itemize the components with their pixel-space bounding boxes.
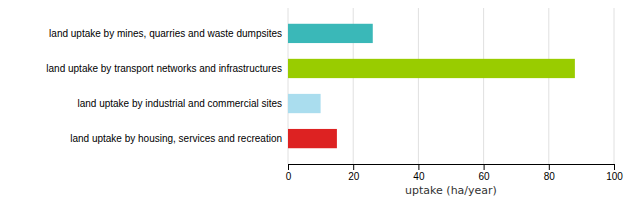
x-tick-label: 80 bbox=[544, 171, 556, 182]
y-tick: land uptake by housing, services and rec… bbox=[70, 133, 288, 144]
grid-line bbox=[418, 8, 419, 164]
y-tick: land uptake by transport networks and in… bbox=[46, 63, 288, 74]
x-tick: 60 bbox=[479, 164, 491, 182]
plot: 0 20 40 60 80 100 land uptake by mines, quarri… bbox=[46, 8, 623, 182]
bar bbox=[288, 24, 373, 43]
x-tick-mark bbox=[484, 164, 485, 170]
y-tick: land uptake by mines, quarries and waste… bbox=[49, 28, 288, 39]
x-tick-mark bbox=[549, 164, 550, 170]
x-tick-label: 40 bbox=[413, 171, 425, 182]
x-tick-mark bbox=[353, 164, 354, 170]
x-tick: 40 bbox=[413, 164, 425, 182]
x-axis-line bbox=[289, 165, 615, 171]
x-tick: 100 bbox=[606, 164, 623, 182]
x-tick-mark bbox=[418, 164, 419, 170]
x-tick-label: 0 bbox=[286, 171, 292, 182]
y-axis: land uptake by mines, quarries and waste… bbox=[46, 28, 288, 144]
chart: 0 20 40 60 80 100 land uptake by mines, quarri… bbox=[0, 0, 636, 200]
x-axis: 0 20 40 60 80 100 bbox=[286, 164, 624, 182]
x-tick-mark bbox=[288, 164, 289, 170]
grid bbox=[288, 8, 614, 164]
x-tick-label: 100 bbox=[606, 171, 623, 182]
y-tick-label: land uptake by transport networks and in… bbox=[46, 63, 282, 74]
y-tick: land uptake by industrial and commercial… bbox=[77, 98, 288, 109]
y-tick-label: land uptake by industrial and commercial… bbox=[77, 98, 282, 109]
y-tick-label: land uptake by housing, services and rec… bbox=[70, 133, 282, 144]
bar bbox=[288, 94, 321, 113]
grid-line bbox=[614, 8, 615, 164]
x-axis-title: uptake (ha/year) bbox=[405, 184, 497, 197]
bar bbox=[288, 129, 337, 148]
y-tick-label: land uptake by mines, quarries and waste… bbox=[49, 28, 282, 39]
bar bbox=[288, 59, 575, 78]
x-tick: 0 bbox=[286, 164, 292, 182]
grid-line bbox=[548, 8, 549, 164]
x-tick-label: 20 bbox=[348, 171, 360, 182]
x-tick: 20 bbox=[348, 164, 360, 182]
x-tick: 80 bbox=[544, 164, 556, 182]
grid-line bbox=[483, 8, 484, 164]
bars bbox=[288, 24, 575, 148]
x-tick-mark bbox=[614, 164, 615, 170]
x-tick-label: 60 bbox=[479, 171, 491, 182]
